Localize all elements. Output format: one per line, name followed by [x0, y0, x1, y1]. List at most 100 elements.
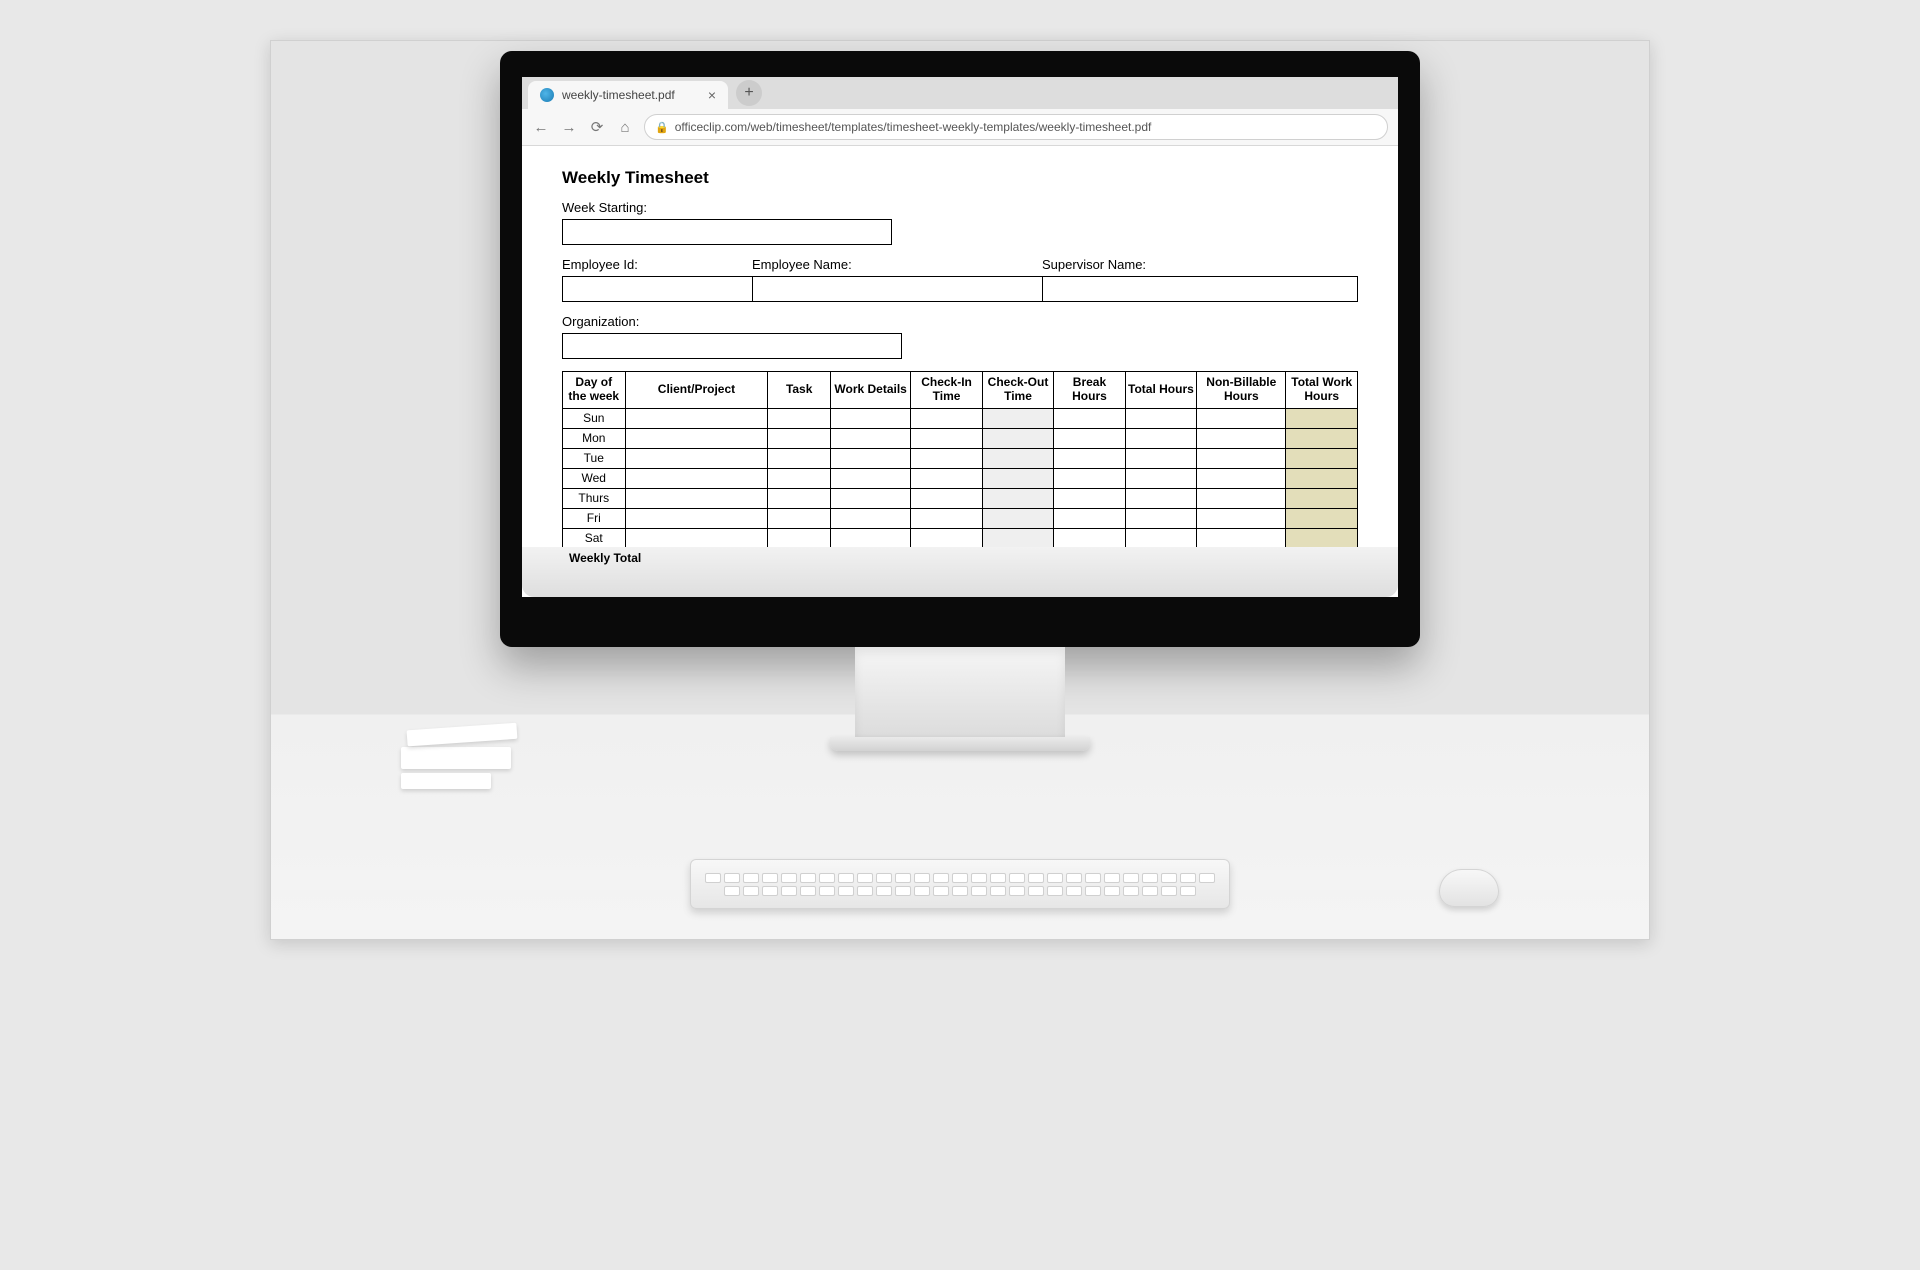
table-cell[interactable] [1125, 468, 1196, 488]
table-cell[interactable] [1197, 508, 1286, 528]
input-organization[interactable] [562, 333, 902, 359]
home-button[interactable]: ⌂ [616, 119, 634, 136]
table-cell[interactable] [1286, 488, 1358, 508]
table-cell[interactable] [1197, 488, 1286, 508]
table-cell[interactable] [1197, 428, 1286, 448]
table-cell[interactable] [625, 428, 768, 448]
table-cell[interactable] [982, 468, 1053, 488]
table-cell[interactable] [911, 408, 982, 428]
table-cell[interactable] [982, 408, 1053, 428]
table-cell[interactable] [1054, 408, 1125, 428]
table-cell[interactable] [1197, 528, 1286, 548]
table-cell[interactable] [1125, 488, 1196, 508]
table-cell[interactable] [1286, 448, 1358, 468]
table-cell[interactable] [830, 488, 910, 508]
mouse-decor [1439, 869, 1499, 907]
monitor: weekly-timesheet.pdf × + ← → ⟳ ⌂ 🔒 offic… [500, 51, 1420, 751]
table-cell[interactable] [625, 408, 768, 428]
close-tab-icon[interactable]: × [708, 87, 716, 103]
field-week-starting: Week Starting: [562, 200, 1358, 245]
table-cell[interactable] [1125, 408, 1196, 428]
table-cell[interactable] [830, 468, 910, 488]
browser-chrome: weekly-timesheet.pdf × + ← → ⟳ ⌂ 🔒 offic… [522, 77, 1398, 146]
monitor-bezel: weekly-timesheet.pdf × + ← → ⟳ ⌂ 🔒 offic… [500, 51, 1420, 647]
table-cell: Tue [563, 448, 626, 468]
table-cell[interactable] [1286, 468, 1358, 488]
back-button[interactable]: ← [532, 119, 550, 136]
table-cell[interactable] [830, 528, 910, 548]
table-cell[interactable] [1054, 448, 1125, 468]
screen: weekly-timesheet.pdf × + ← → ⟳ ⌂ 🔒 offic… [522, 77, 1398, 597]
table-cell[interactable] [1125, 428, 1196, 448]
th-work: Work Details [830, 372, 910, 409]
field-organization: Organization: [562, 314, 1358, 359]
browser-tab[interactable]: weekly-timesheet.pdf × [528, 81, 728, 109]
table-cell[interactable] [768, 468, 831, 488]
table-cell[interactable] [1197, 448, 1286, 468]
table-cell[interactable] [1054, 468, 1125, 488]
table-cell[interactable] [768, 488, 831, 508]
table-cell[interactable] [911, 428, 982, 448]
table-cell[interactable] [625, 488, 768, 508]
table-cell[interactable] [1197, 408, 1286, 428]
table-cell[interactable] [1197, 468, 1286, 488]
table-cell[interactable] [830, 428, 910, 448]
input-employee-name[interactable] [752, 276, 1042, 302]
th-total: Total Hours [1125, 372, 1196, 409]
table-cell[interactable] [1125, 528, 1196, 548]
table-cell[interactable] [768, 428, 831, 448]
table-cell[interactable] [1054, 488, 1125, 508]
table-cell[interactable] [768, 528, 831, 548]
tab-strip: weekly-timesheet.pdf × + [522, 77, 1398, 109]
photo-scene: weekly-timesheet.pdf × + ← → ⟳ ⌂ 🔒 offic… [270, 40, 1650, 940]
table-cell[interactable] [982, 428, 1053, 448]
table-cell[interactable] [982, 448, 1053, 468]
table-cell[interactable] [1286, 528, 1358, 548]
input-week-starting[interactable] [562, 219, 892, 245]
table-cell: Fri [563, 508, 626, 528]
table-cell[interactable] [911, 508, 982, 528]
table-cell[interactable] [982, 508, 1053, 528]
new-tab-button[interactable]: + [736, 80, 762, 106]
table-cell[interactable] [1125, 508, 1196, 528]
th-nonbill: Non-Billable Hours [1197, 372, 1286, 409]
table-cell[interactable] [625, 528, 768, 548]
table-cell: Sun [563, 408, 626, 428]
table-cell[interactable] [625, 508, 768, 528]
table-cell[interactable] [768, 408, 831, 428]
input-employee-id[interactable] [562, 276, 752, 302]
table-cell: Wed [563, 468, 626, 488]
table-cell[interactable] [1286, 428, 1358, 448]
table-cell[interactable] [911, 488, 982, 508]
table-cell: Sat [563, 528, 626, 548]
label-employee-id: Employee Id: [562, 257, 752, 272]
table-cell[interactable] [1054, 528, 1125, 548]
table-cell[interactable] [768, 448, 831, 468]
address-bar[interactable]: 🔒 officeclip.com/web/timesheet/templates… [644, 114, 1388, 140]
table-cell[interactable] [1054, 508, 1125, 528]
th-checkout: Check-Out Time [982, 372, 1053, 409]
table-cell[interactable] [982, 488, 1053, 508]
table-cell[interactable] [768, 508, 831, 528]
input-supervisor-name[interactable] [1042, 276, 1358, 302]
doc-title: Weekly Timesheet [562, 168, 1358, 188]
table-cell[interactable] [625, 468, 768, 488]
table-row: Wed [563, 468, 1358, 488]
forward-button[interactable]: → [560, 119, 578, 136]
table-cell[interactable] [911, 448, 982, 468]
table-cell[interactable] [830, 448, 910, 468]
table-cell[interactable] [625, 448, 768, 468]
monitor-chin [522, 547, 1398, 597]
table-cell[interactable] [1125, 448, 1196, 468]
table-cell[interactable] [911, 468, 982, 488]
table-cell[interactable] [911, 528, 982, 548]
label-employee-name: Employee Name: [752, 257, 1042, 272]
table-cell: Mon [563, 428, 626, 448]
table-cell[interactable] [1286, 508, 1358, 528]
table-cell[interactable] [982, 528, 1053, 548]
table-cell[interactable] [1054, 428, 1125, 448]
reload-button[interactable]: ⟳ [588, 118, 606, 136]
table-cell[interactable] [830, 408, 910, 428]
table-cell[interactable] [1286, 408, 1358, 428]
table-cell[interactable] [830, 508, 910, 528]
